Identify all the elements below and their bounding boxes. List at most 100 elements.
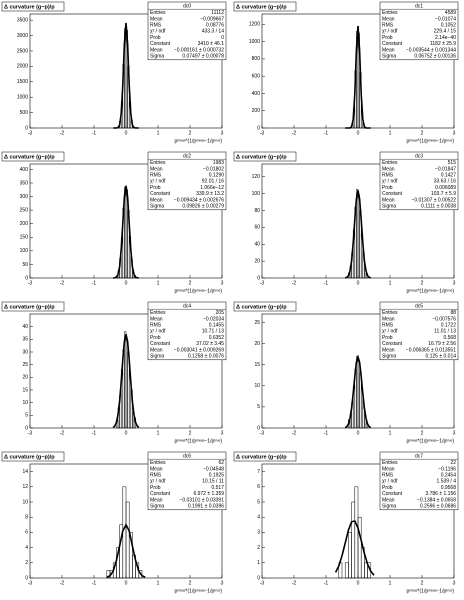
stats-value: 0.1722 — [441, 323, 457, 329]
x-tick-label: -2 — [60, 430, 65, 436]
y-tick-label: 35 — [22, 337, 28, 343]
stats-label: Prob — [382, 185, 393, 191]
x-axis-label: pᵐᵉᵃˢ*(1/pᵐᵉᵃˢ−1/pᵗʳᵘᵉ) — [406, 288, 454, 294]
stats-label: Sigma — [382, 54, 396, 60]
fit-curve — [345, 25, 371, 129]
x-tick-label: -1 — [324, 280, 329, 286]
y-tick-label: 3500 — [17, 17, 28, 23]
stats-value: 0.06752 ± 0.00136 — [414, 54, 456, 60]
stats-label: Entries — [382, 160, 398, 166]
y-tick-label: 1 — [257, 560, 260, 566]
stats-label: Mean — [150, 166, 163, 172]
stats-label: RMS — [382, 323, 394, 329]
y-tick-label: 20 — [22, 375, 28, 381]
y-tick-label: 250 — [20, 207, 29, 213]
x-tick-label: -3 — [28, 430, 33, 436]
title-box — [233, 301, 297, 312]
y-tick-label: 350 — [20, 180, 29, 186]
y-tick-label: 5 — [25, 413, 28, 419]
y-tick-label: 10 — [22, 400, 28, 406]
x-axis-label: pᵐᵉᵃˢ*(1/pᵐᵉᵃˢ−1/pᵗʳᵘᵉ) — [406, 438, 454, 444]
x-tick-label: 1 — [389, 130, 392, 136]
y-tick-label: 800 — [252, 56, 261, 62]
y-tick-label: 25 — [254, 320, 260, 326]
y-tick-label: 0 — [257, 425, 260, 431]
y-tick-label: 20 — [254, 341, 260, 347]
x-tick-label: -3 — [260, 430, 265, 436]
stats-label: Mean — [382, 197, 395, 203]
x-axis-label: pᵐᵉᵃˢ*(1/pᵐᵉᵃˢ−1/pᵗʳᵘᵉ) — [174, 288, 222, 294]
x-tick-label: 3 — [453, 130, 456, 136]
stats-value: 0.125 ± 0.014 — [425, 354, 456, 360]
stats-value: −0.009667 — [200, 16, 224, 22]
stats-value: 10.15 / 11 — [202, 479, 224, 485]
stats-label: Constant — [382, 191, 403, 197]
stats-label: Sigma — [382, 204, 396, 210]
y-tick-label: 40 — [22, 324, 28, 330]
x-tick-label: -1 — [324, 130, 329, 136]
stats-value: 0.1455 — [209, 323, 225, 329]
y-tick-label: 10 — [22, 499, 28, 505]
stats-value: 33.63 / 16 — [434, 179, 456, 185]
stats-label: Prob — [150, 335, 161, 341]
stats-value: −0.009434 ± 0.002676 — [174, 197, 224, 203]
x-tick-label: 0 — [125, 580, 128, 586]
stats-label: Mean — [382, 347, 395, 353]
y-tick-label: 600 — [252, 74, 261, 80]
x-tick-label: 2 — [189, 280, 192, 286]
stats-box — [147, 451, 227, 511]
x-tick-label: -3 — [260, 130, 265, 136]
stats-value: 4589 — [445, 10, 456, 16]
stats-box — [379, 301, 459, 361]
stats-label: Mean — [382, 466, 395, 472]
stats-label: Mean — [150, 316, 163, 322]
x-tick-label: 2 — [421, 580, 424, 586]
x-axis-label: pᵐᵉᵃˢ*(1/pᵐᵉᵃˢ−1/pᵗʳᵘᵉ) — [174, 138, 222, 144]
x-tick-label: 3 — [221, 280, 224, 286]
x-tick-label: 3 — [453, 430, 456, 436]
stats-label: Prob — [382, 485, 393, 491]
x-tick-label: 2 — [189, 430, 192, 436]
stats-value: 433.3 / 14 — [202, 29, 224, 35]
stats-value: 11112 — [211, 10, 224, 16]
stats-label: Entries — [382, 460, 398, 466]
stats-label: Entries — [150, 460, 166, 466]
y-tick-label: 400 — [252, 91, 261, 97]
stats-value: 0.517 — [211, 485, 224, 491]
stats-name: dc5 — [415, 303, 423, 309]
x-tick-label: 0 — [125, 130, 128, 136]
stats-name: dc2 — [183, 153, 191, 159]
x-tick-label: 1 — [389, 580, 392, 586]
stats-label: RMS — [150, 323, 162, 329]
stats-value: 103.7 ± 5.9 — [431, 191, 456, 197]
stats-box — [379, 151, 459, 211]
stats-label: Sigma — [150, 204, 164, 210]
x-tick-label: -2 — [60, 280, 65, 286]
stats-value: 88 — [450, 310, 456, 316]
x-tick-label: -1 — [324, 430, 329, 436]
stats-value: 2.14e−40 — [435, 35, 456, 41]
stats-label: Sigma — [150, 504, 164, 510]
y-tick-label: 5 — [257, 404, 260, 410]
y-tick-label: 200 — [252, 108, 261, 114]
stats-value: 1182 ± 25.9 — [430, 41, 456, 47]
stats-label: Prob — [150, 485, 161, 491]
stats-value: 1983 — [213, 160, 224, 166]
title-box — [233, 451, 297, 462]
stats-label: RMS — [382, 23, 394, 29]
y-tick-label: 14 — [22, 469, 28, 475]
stats-label: χ² / ndf — [382, 479, 398, 485]
stats-value: 37.02 ± 3.45 — [196, 341, 224, 347]
stats-label: Entries — [382, 310, 398, 316]
stats-value: 0.2596 ± 0.0686 — [420, 504, 456, 510]
y-tick-label: 8 — [25, 515, 28, 521]
x-tick-label: -2 — [292, 130, 297, 136]
stats-label: Entries — [150, 160, 166, 166]
stats-label: RMS — [382, 173, 394, 179]
x-tick-label: 0 — [357, 580, 360, 586]
stats-value: 0.1290 — [209, 173, 225, 179]
stats-label: Constant — [150, 191, 171, 197]
stats-label: RMS — [382, 473, 394, 479]
x-tick-label: 1 — [157, 430, 160, 436]
stats-label: Mean — [150, 347, 163, 353]
